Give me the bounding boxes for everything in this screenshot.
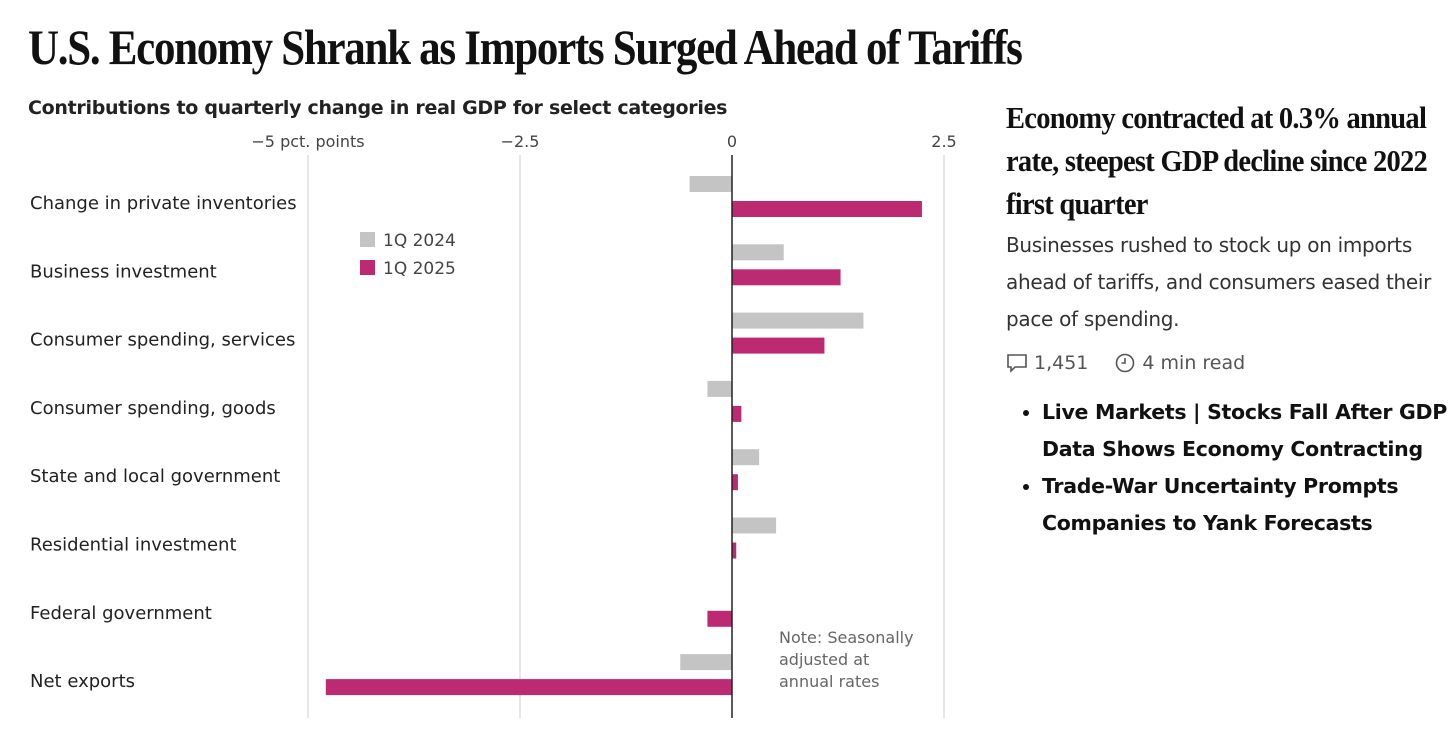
bar-1q-2025 (707, 610, 732, 627)
article-headline[interactable]: Economy contracted at 0.3% annual rate, … (1006, 100, 1428, 221)
article-summary: Economy contracted at 0.3% annual rate, … (1006, 96, 1456, 542)
legend-swatch (360, 232, 375, 247)
tick-label: 0 (727, 132, 737, 151)
bar-1q-2024 (732, 244, 784, 261)
category-label: Net exports (30, 671, 135, 692)
bar-1q-2024 (732, 517, 777, 534)
bar-1q-2025 (732, 269, 841, 286)
tick-label: 2.5 (931, 132, 956, 151)
chart-note: adjusted at (779, 650, 869, 669)
bar-1q-2024 (680, 654, 732, 671)
bar-1q-2025 (732, 337, 825, 354)
legend-label: 1Q 2025 (383, 259, 456, 279)
tick-label: −2.5 (501, 132, 540, 151)
article-dek: Businesses rushed to stock up on imports… (1006, 233, 1432, 331)
legend-label: 1Q 2024 (383, 231, 456, 251)
category-label: Residential investment (30, 535, 237, 556)
bar-1q-2024 (689, 176, 732, 192)
bar-1q-2024 (732, 312, 864, 329)
legend-swatch (360, 260, 375, 275)
comment-icon[interactable] (1006, 352, 1028, 374)
category-label: State and local government (30, 466, 280, 487)
category-label: Change in private inventories (30, 193, 297, 214)
category-label: Business investment (30, 261, 217, 282)
tick-label: −5 pct. points (251, 132, 364, 151)
bar-1q-2025 (732, 405, 742, 422)
chart-note: annual rates (779, 672, 879, 691)
chart-subtitle: Contributions to quarterly change in rea… (28, 97, 728, 119)
clock-icon (1114, 352, 1136, 374)
category-label: Federal government (30, 603, 212, 624)
bar-1q-2025 (732, 201, 922, 217)
bar-1q-2025 (325, 679, 732, 696)
bar-1q-2024 (732, 449, 760, 466)
gdp-contributions-chart: −5 pct. points −2.5 0 2.5 Change in private … (30, 132, 957, 718)
comment-count[interactable]: 1,451 (1034, 352, 1089, 374)
chart-note: Note: Seasonally (779, 628, 914, 647)
read-time: 4 min read (1142, 352, 1246, 374)
bar-1q-2025 (732, 542, 737, 559)
category-label: Consumer spending, goods (30, 398, 276, 419)
article-meta: 1,451 4 min read (1006, 352, 1456, 374)
related-link[interactable]: Live Markets | Stocks Fall After GDP Dat… (1042, 394, 1456, 468)
category-label: Consumer spending, services (30, 330, 295, 351)
bar-1q-2024 (707, 380, 732, 397)
related-link[interactable]: Trade-War Uncertainty Prompts Companies … (1042, 468, 1456, 542)
bar-1q-2025 (732, 474, 738, 491)
page-title: U.S. Economy Shrank as Imports Surged Ah… (28, 19, 1023, 75)
related-links: Live Markets | Stocks Fall After GDP Dat… (1006, 394, 1456, 542)
